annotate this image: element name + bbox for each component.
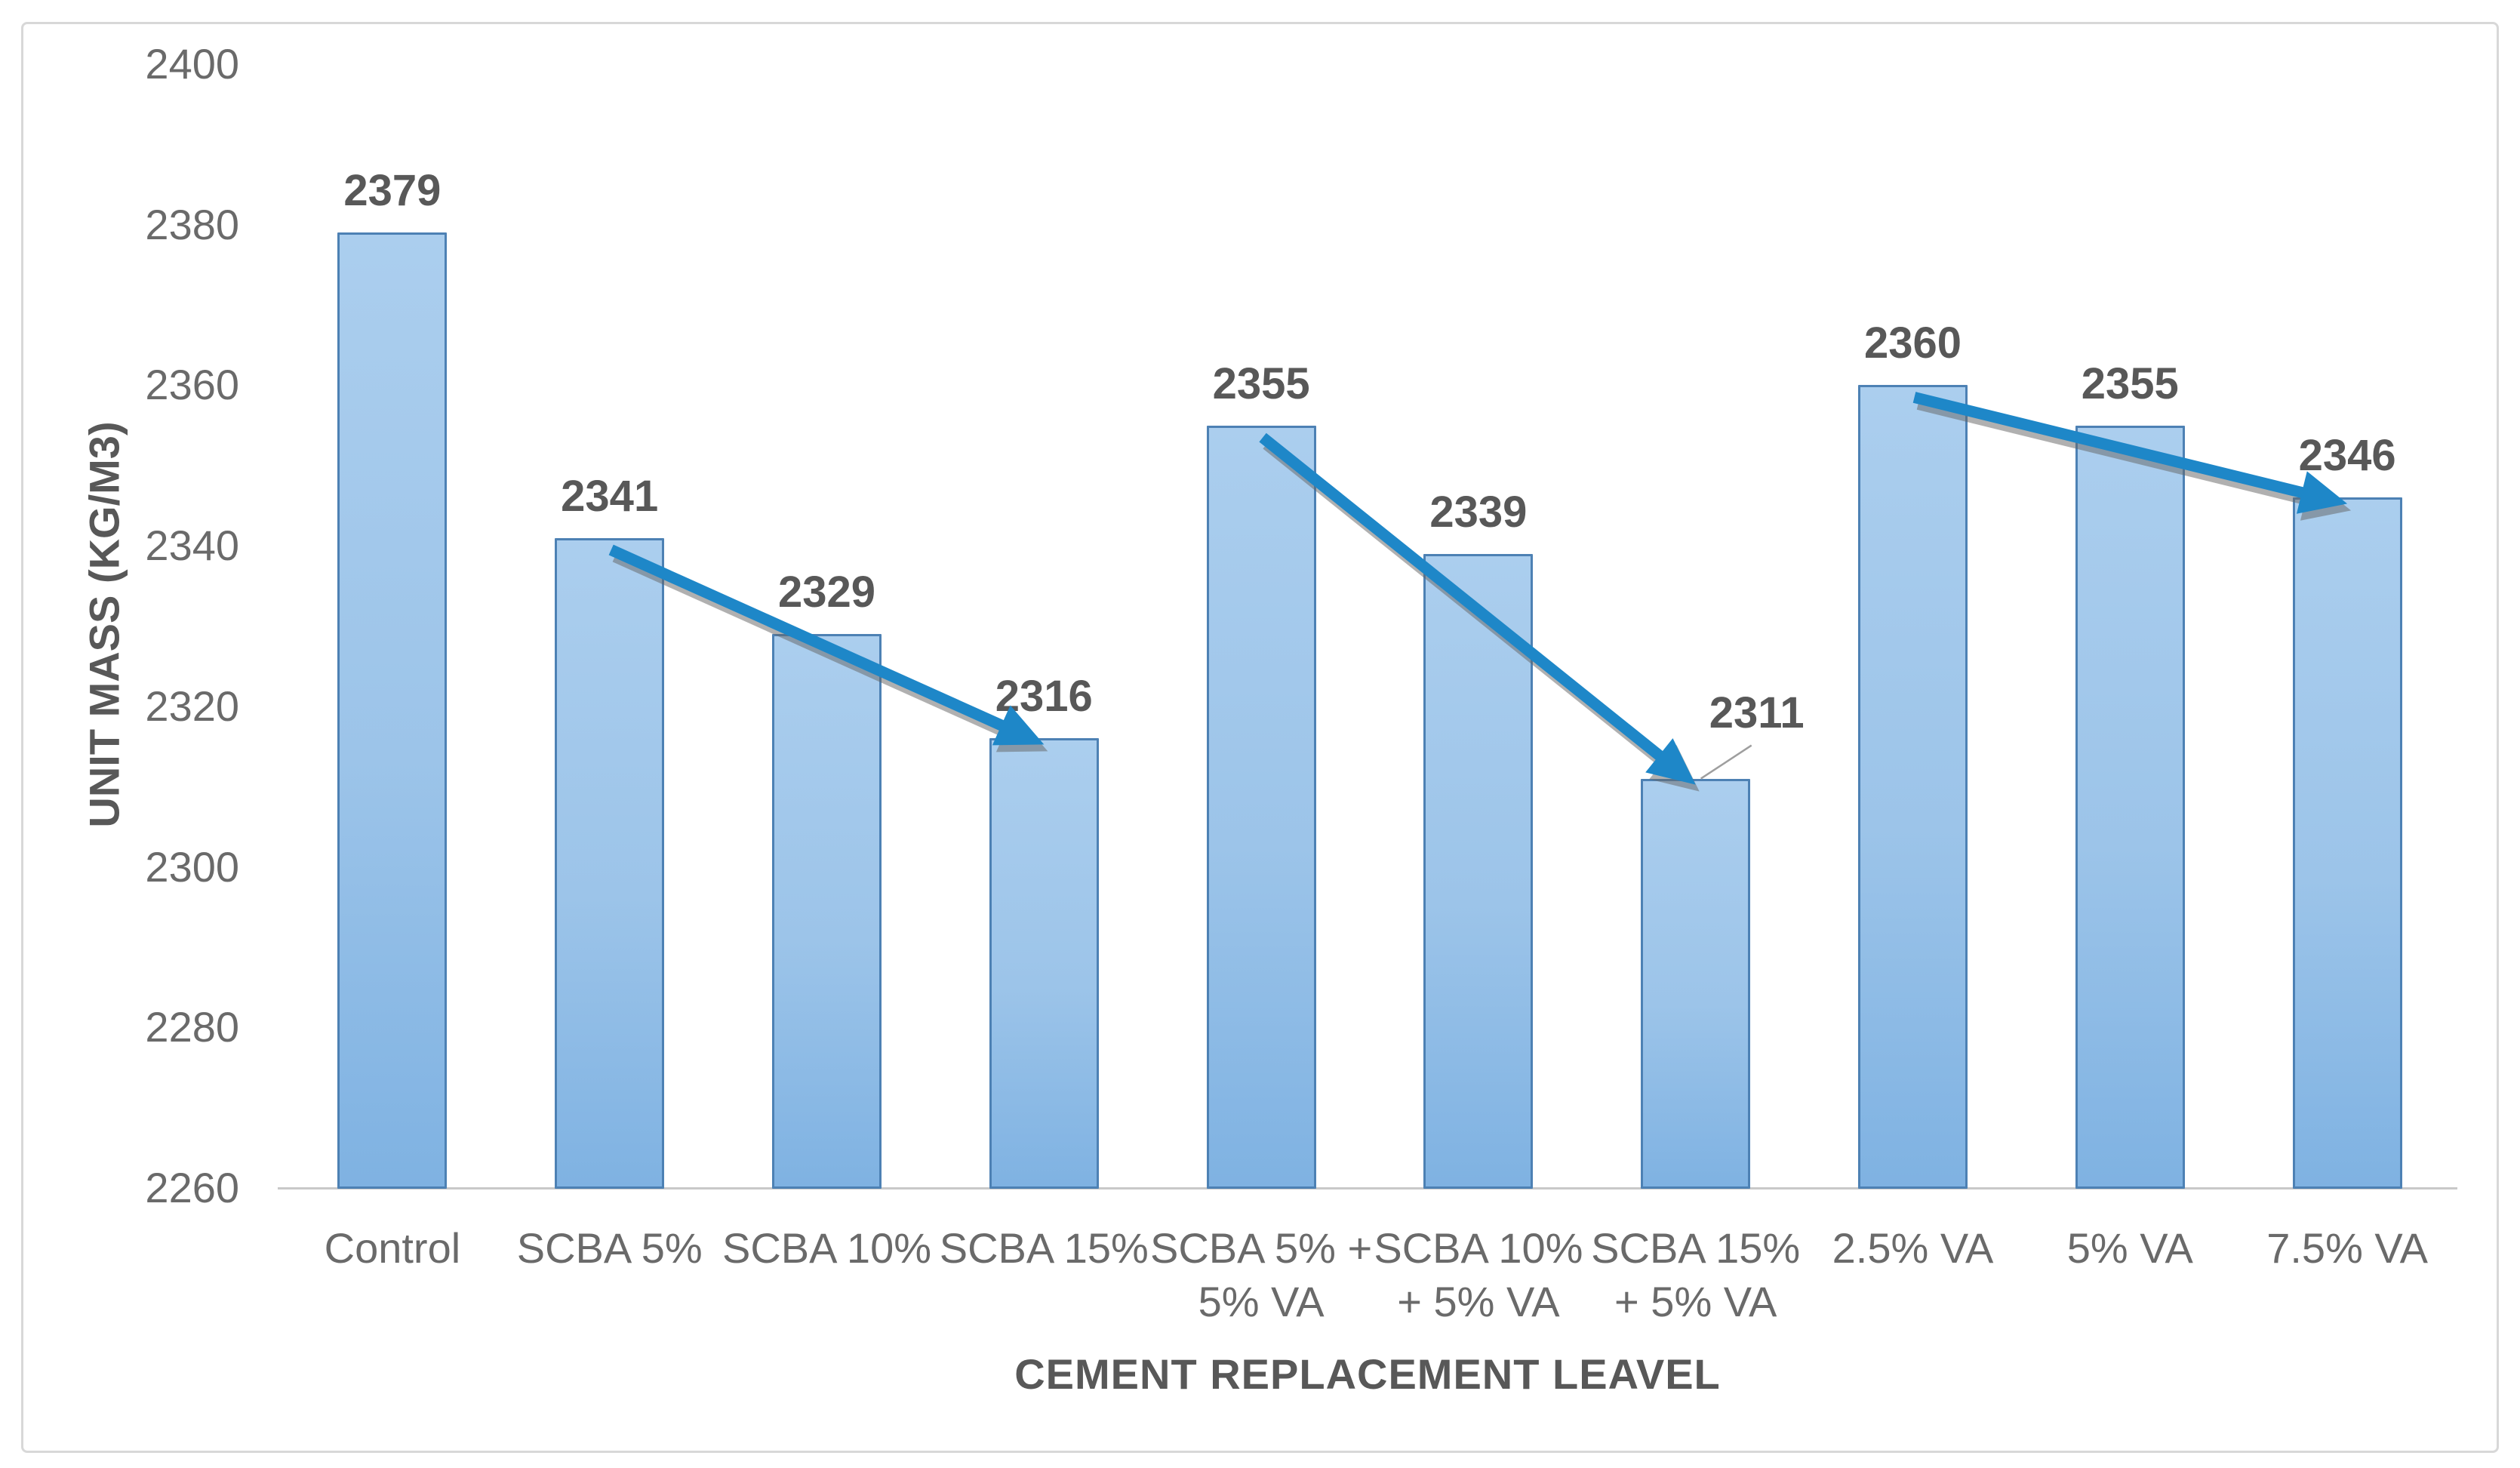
x-axis-category-label: SCBA 5% + 5% VA xyxy=(1150,1224,1373,1325)
y-axis-tick-label: 2340 xyxy=(145,522,239,570)
x-axis-category-label: Control xyxy=(324,1224,461,1272)
x-axis-category-label: 5% VA xyxy=(2066,1224,2193,1272)
bar-7.5%-va xyxy=(2292,497,2402,1189)
y-axis-title: UNIT MASS (KG/M3) xyxy=(80,421,128,828)
bar-value-label: 2311 xyxy=(1709,688,1805,737)
bar-scba-15% xyxy=(989,738,1099,1189)
bar-5%-va xyxy=(2075,425,2185,1189)
bar-control xyxy=(337,232,448,1189)
bar-value-label: 2341 xyxy=(561,471,659,521)
bar-value-label: 2316 xyxy=(995,672,1093,722)
x-axis-category-label: SCBA 15% xyxy=(939,1224,1149,1272)
y-axis-tick-label: 2380 xyxy=(145,200,239,248)
y-axis-tick-label: 2280 xyxy=(145,1003,239,1051)
x-axis-category-label: SCBA 10% xyxy=(722,1224,932,1272)
bar-value-label: 2355 xyxy=(2081,359,2179,408)
x-axis-title: CEMENT REPLACEMENT LEAVEL xyxy=(1014,1350,1721,1398)
x-axis-category-label: 7.5% VA xyxy=(2266,1224,2428,1272)
bar-2.5%-va xyxy=(1858,385,1968,1189)
bar-scba-5% xyxy=(555,537,665,1189)
bar-scba-10% xyxy=(772,634,882,1189)
y-axis-tick-label: 2300 xyxy=(145,842,239,891)
y-axis-tick-label: 2400 xyxy=(145,40,239,88)
bar-value-label: 2355 xyxy=(1212,359,1310,408)
y-axis-tick-label: 2260 xyxy=(145,1164,239,1211)
y-axis-tick-label: 2320 xyxy=(145,682,239,730)
bar-scba-10%-+-5%-va xyxy=(1423,553,1534,1189)
bar-scba-15%-+-5%-va xyxy=(1641,778,1751,1189)
bar-scba-5%-+-5%-va xyxy=(1206,425,1316,1189)
bar-value-label: 2339 xyxy=(1429,487,1528,537)
x-axis-category-label: SCBA 5% xyxy=(516,1224,703,1272)
bar-value-label: 2329 xyxy=(777,568,876,617)
bar-value-label: 2379 xyxy=(343,166,442,216)
x-axis-baseline xyxy=(278,1187,2457,1189)
bar-value-label: 2360 xyxy=(1863,319,1962,368)
x-axis-category-label: 2.5% VA xyxy=(1832,1224,1994,1272)
x-axis-category-label: SCBA 10% + 5% VA xyxy=(1374,1224,1583,1325)
y-axis-tick-label: 2360 xyxy=(145,361,239,409)
bar-value-label: 2346 xyxy=(2298,431,2396,481)
x-axis-category-label: SCBA 15% + 5% VA xyxy=(1591,1224,1801,1325)
